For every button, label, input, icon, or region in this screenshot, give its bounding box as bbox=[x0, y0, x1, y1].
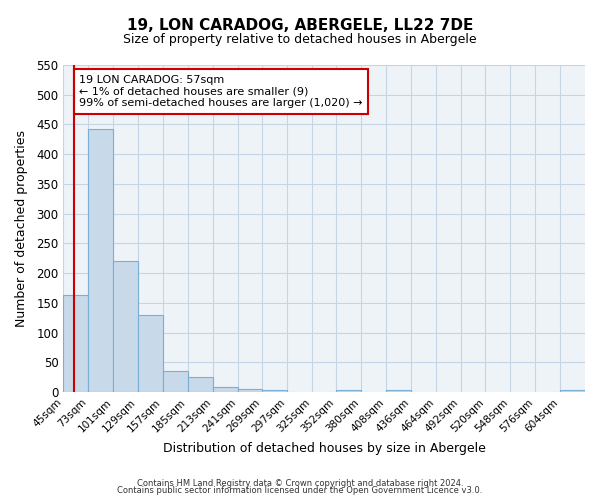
Text: Size of property relative to detached houses in Abergele: Size of property relative to detached ho… bbox=[123, 32, 477, 46]
Bar bbox=[113, 261, 138, 392]
Bar bbox=[163, 370, 188, 392]
Text: Contains public sector information licensed under the Open Government Licence v3: Contains public sector information licen… bbox=[118, 486, 482, 495]
Bar bbox=[138, 314, 163, 392]
Bar bbox=[238, 389, 262, 392]
Text: Contains HM Land Registry data © Crown copyright and database right 2024.: Contains HM Land Registry data © Crown c… bbox=[137, 478, 463, 488]
Bar bbox=[64, 295, 88, 392]
Text: 19, LON CARADOG, ABERGELE, LL22 7DE: 19, LON CARADOG, ABERGELE, LL22 7DE bbox=[127, 18, 473, 32]
Bar bbox=[336, 390, 361, 392]
Y-axis label: Number of detached properties: Number of detached properties bbox=[15, 130, 28, 327]
Bar bbox=[188, 377, 213, 392]
Bar bbox=[262, 390, 287, 392]
Text: 19 LON CARADOG: 57sqm
← 1% of detached houses are smaller (9)
99% of semi-detach: 19 LON CARADOG: 57sqm ← 1% of detached h… bbox=[79, 75, 362, 108]
Bar bbox=[213, 387, 238, 392]
Bar bbox=[560, 390, 585, 392]
Bar bbox=[88, 128, 113, 392]
Bar bbox=[386, 390, 411, 392]
X-axis label: Distribution of detached houses by size in Abergele: Distribution of detached houses by size … bbox=[163, 442, 485, 455]
